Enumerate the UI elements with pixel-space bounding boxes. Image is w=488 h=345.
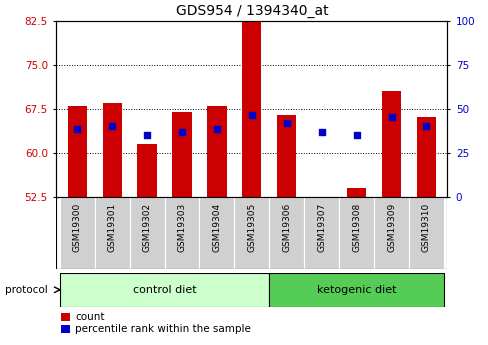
Title: GDS954 / 1394340_at: GDS954 / 1394340_at bbox=[175, 4, 327, 18]
Point bbox=[213, 127, 221, 132]
Bar bbox=[60, 273, 269, 307]
Text: GSM19304: GSM19304 bbox=[212, 203, 221, 252]
Point bbox=[247, 112, 255, 117]
Point bbox=[387, 115, 395, 120]
Bar bbox=[129, 197, 164, 269]
Point bbox=[143, 132, 151, 138]
Text: control diet: control diet bbox=[132, 285, 196, 295]
Text: GSM19302: GSM19302 bbox=[142, 203, 151, 252]
Bar bbox=[67, 106, 87, 197]
Bar bbox=[381, 91, 400, 197]
Bar bbox=[207, 106, 226, 197]
Point bbox=[422, 124, 429, 129]
Bar bbox=[277, 115, 296, 197]
Text: GSM19300: GSM19300 bbox=[73, 203, 81, 252]
Bar bbox=[373, 197, 408, 269]
Bar bbox=[102, 103, 122, 197]
Bar bbox=[95, 197, 129, 269]
Text: GSM19307: GSM19307 bbox=[317, 203, 325, 252]
Text: GSM19309: GSM19309 bbox=[386, 203, 395, 252]
Bar bbox=[269, 197, 304, 269]
Text: GSM19308: GSM19308 bbox=[351, 203, 360, 252]
Bar bbox=[242, 9, 261, 197]
Text: GSM19303: GSM19303 bbox=[177, 203, 186, 252]
Bar bbox=[60, 197, 95, 269]
Text: ketogenic diet: ketogenic diet bbox=[316, 285, 396, 295]
Bar bbox=[137, 144, 156, 197]
Point bbox=[73, 127, 81, 132]
Bar bbox=[234, 197, 269, 269]
Point bbox=[178, 129, 185, 135]
Bar bbox=[408, 197, 443, 269]
Point bbox=[282, 121, 290, 126]
Bar bbox=[172, 112, 191, 197]
Bar bbox=[416, 117, 435, 197]
Bar bbox=[304, 197, 339, 269]
Text: protocol: protocol bbox=[5, 285, 47, 295]
Bar bbox=[199, 197, 234, 269]
Point bbox=[352, 132, 360, 138]
Text: GSM19305: GSM19305 bbox=[247, 203, 256, 252]
Text: GSM19306: GSM19306 bbox=[282, 203, 291, 252]
Bar bbox=[269, 273, 443, 307]
Point bbox=[317, 129, 325, 135]
Legend: count, percentile rank within the sample: count, percentile rank within the sample bbox=[61, 312, 250, 334]
Bar bbox=[339, 197, 373, 269]
Bar bbox=[164, 197, 199, 269]
Text: GSM19301: GSM19301 bbox=[107, 203, 116, 252]
Bar bbox=[346, 188, 366, 197]
Point bbox=[108, 124, 116, 129]
Text: GSM19310: GSM19310 bbox=[421, 203, 430, 252]
